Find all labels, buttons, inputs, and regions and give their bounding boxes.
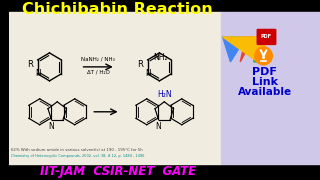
Text: Link: Link: [252, 77, 277, 87]
Text: NH₂: NH₂: [154, 53, 168, 62]
Text: PDF: PDF: [252, 67, 277, 77]
Text: PDF: PDF: [261, 34, 272, 39]
Polygon shape: [254, 37, 269, 62]
Circle shape: [255, 47, 272, 65]
Polygon shape: [223, 37, 246, 62]
Text: H₂N: H₂N: [157, 90, 172, 99]
Text: ΔT / H₂O: ΔT / H₂O: [87, 70, 109, 75]
Polygon shape: [223, 37, 269, 62]
Bar: [9, 164, 320, 180]
Polygon shape: [240, 37, 254, 62]
Text: N: N: [49, 122, 54, 131]
Text: Chemistry of Heterocyclic Compounds, 2002, vol. 38, # 12, p. 1484 - 1490: Chemistry of Heterocyclic Compounds, 200…: [12, 154, 145, 158]
Text: Chichibabin Reaction: Chichibabin Reaction: [22, 3, 213, 17]
Text: N: N: [146, 69, 151, 78]
Text: NaNH₂ / NH₃: NaNH₂ / NH₃: [81, 57, 115, 62]
Text: IIT-JAM  CSIR-NET  GATE: IIT-JAM CSIR-NET GATE: [39, 165, 196, 178]
Text: R: R: [137, 60, 143, 69]
Text: N: N: [156, 122, 162, 131]
Text: R: R: [27, 60, 33, 69]
FancyBboxPatch shape: [257, 30, 276, 44]
Text: N: N: [36, 69, 42, 78]
Bar: [221, 12, 320, 164]
Bar: [9, 12, 221, 164]
Text: Available: Available: [237, 87, 292, 97]
Text: 62% With sodium amide in various solvent(s) at 190 - 195°C for 5h: 62% With sodium amide in various solvent…: [12, 148, 143, 152]
